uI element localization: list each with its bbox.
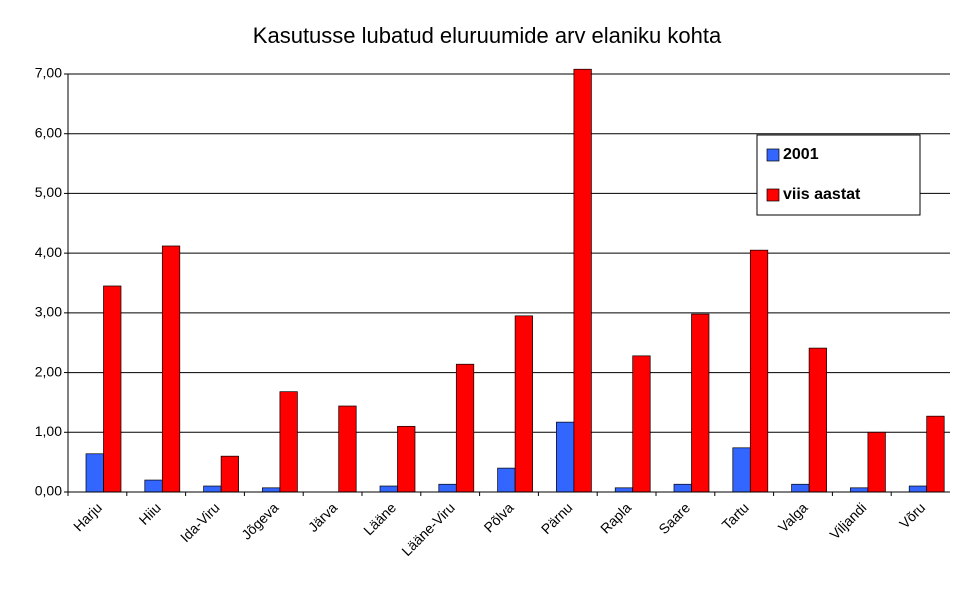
bar (144, 479, 163, 493)
bar (691, 313, 710, 493)
x-tick-label: Hiiu (136, 499, 164, 527)
x-tick-label: Viljandi (826, 499, 869, 542)
bar (103, 285, 122, 493)
bar (614, 487, 634, 493)
x-tick-label: Pärnu (538, 499, 576, 537)
bar (808, 347, 827, 493)
y-tick-label: 2,00 (35, 363, 62, 379)
y-tick-label: 0,00 (35, 483, 62, 499)
bar (85, 453, 104, 493)
bar (573, 68, 592, 493)
x-tick-label: Saare (655, 499, 693, 537)
bar (220, 455, 239, 493)
bar (438, 483, 457, 493)
bar (161, 245, 181, 493)
x-tick-label: Rapla (597, 499, 634, 536)
y-tick-label: 1,00 (35, 423, 62, 439)
bar (908, 485, 928, 493)
bar (379, 485, 398, 493)
x-tick-label: Tartu (719, 499, 752, 532)
x-tick-label: Lääne (360, 499, 399, 538)
x-tick-label: Jõgeva (238, 499, 281, 542)
bar (397, 425, 416, 493)
x-tick-label: Valga (775, 499, 811, 535)
y-tick-label: 6,00 (35, 124, 62, 140)
x-tick-label: Ida-Viru (177, 499, 223, 545)
y-tick-label: 7,00 (35, 65, 62, 81)
chart-title: Kasutusse lubatud eluruumide arv elaniku… (253, 23, 722, 48)
bar (749, 249, 769, 493)
bar (203, 485, 222, 493)
x-tick-label: Harju (70, 499, 105, 534)
bar (497, 467, 516, 493)
bar (279, 391, 298, 493)
bar (850, 487, 869, 493)
bar (926, 415, 945, 493)
legend-label: viis aastat (783, 186, 861, 203)
legend-swatch (766, 148, 780, 162)
y-tick-label: 3,00 (35, 304, 62, 320)
y-tick-label: 5,00 (35, 184, 62, 200)
x-tick-label: Põlva (481, 499, 517, 535)
y-tick-label: 4,00 (35, 244, 62, 260)
bar (455, 363, 475, 493)
legend-box (756, 134, 921, 216)
bar (673, 483, 692, 493)
legend-swatch (766, 188, 780, 202)
bar (732, 447, 751, 493)
legend-label: 2001 (783, 146, 819, 163)
x-tick-label: Lääne-Viru (398, 499, 458, 559)
bar (791, 483, 810, 493)
x-tick-label: Võru (896, 499, 928, 531)
bar (338, 405, 357, 493)
x-tick-label: Järva (305, 499, 341, 535)
bar (514, 315, 533, 493)
bar (867, 431, 886, 493)
bar (632, 355, 651, 493)
bar (262, 487, 281, 493)
bar (556, 421, 575, 493)
